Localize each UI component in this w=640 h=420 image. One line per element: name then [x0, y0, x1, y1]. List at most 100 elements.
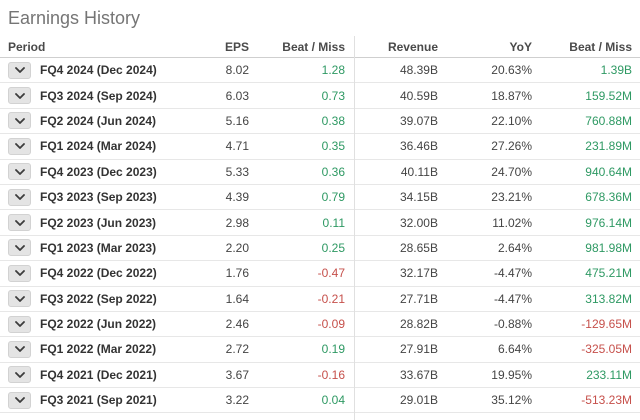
yoy-value: -4.47%	[440, 292, 533, 306]
eps-beat-miss-value: 0.25	[250, 241, 355, 255]
table-row: FQ3 2024 (Sep 2024) 6.03 0.73 40.59B 18.…	[0, 83, 640, 108]
period-label: FQ3 2021 (Sep 2021)	[40, 393, 157, 407]
table-row: FQ2 2023 (Jun 2023) 2.98 0.11 32.00B 11.…	[0, 210, 640, 235]
chevron-down-icon	[15, 220, 25, 226]
eps-value: 8.02	[190, 63, 250, 77]
column-header-eps: EPS	[190, 40, 250, 54]
column-group-divider	[354, 36, 355, 420]
revenue-value: 27.91B	[355, 342, 440, 356]
expand-row-button[interactable]	[8, 341, 31, 358]
period-cell: FQ4 2022 (Dec 2022)	[0, 265, 190, 282]
chevron-down-icon	[15, 245, 25, 251]
revenue-beat-miss-value: 159.52M	[533, 89, 640, 103]
yoy-value: 27.26%	[440, 139, 533, 153]
revenue-beat-miss-value: 475.21M	[533, 266, 640, 280]
period-label: FQ2 2024 (Jun 2024)	[40, 114, 156, 128]
chevron-down-icon	[15, 194, 25, 200]
chevron-down-icon	[15, 296, 25, 302]
period-cell: FQ1 2022 (Mar 2022)	[0, 341, 190, 358]
period-label: FQ2 2022 (Jun 2022)	[40, 317, 156, 331]
expand-row-button[interactable]	[8, 163, 31, 180]
eps-beat-miss-value: 0.73	[250, 89, 355, 103]
expand-row-button[interactable]	[8, 189, 31, 206]
revenue-beat-miss-value: 1.39B	[533, 63, 640, 77]
period-cell: FQ4 2023 (Dec 2023)	[0, 163, 190, 180]
column-header-period: Period	[0, 40, 190, 54]
revenue-value: 48.39B	[355, 63, 440, 77]
expand-row-button[interactable]	[8, 239, 31, 256]
table-row: FQ3 2021 (Sep 2021) 3.22 0.04 29.01B 35.…	[0, 388, 640, 413]
eps-beat-miss-value: 0.11	[250, 216, 355, 230]
yoy-value: -4.47%	[440, 266, 533, 280]
chevron-down-icon	[15, 321, 25, 327]
eps-value: 2.98	[190, 216, 250, 230]
expand-row-button[interactable]	[8, 112, 31, 129]
eps-beat-miss-value: -0.21	[250, 292, 355, 306]
expand-row-button[interactable]	[8, 214, 31, 231]
revenue-value: 33.67B	[355, 368, 440, 382]
period-cell: FQ2 2023 (Jun 2023)	[0, 214, 190, 231]
period-label: FQ4 2022 (Dec 2022)	[40, 266, 157, 280]
chevron-down-icon	[15, 143, 25, 149]
chevron-down-icon	[15, 270, 25, 276]
period-cell: FQ3 2021 (Sep 2021)	[0, 392, 190, 409]
expand-row-button[interactable]	[8, 366, 31, 383]
eps-beat-miss-value: 0.79	[250, 190, 355, 204]
period-label: FQ4 2024 (Dec 2024)	[40, 63, 157, 77]
chevron-down-icon	[15, 118, 25, 124]
revenue-value: 32.00B	[355, 216, 440, 230]
eps-value: 1.64	[190, 292, 250, 306]
eps-value: 4.71	[190, 139, 250, 153]
table-row: FQ3 2022 (Sep 2022) 1.64 -0.21 27.71B -4…	[0, 287, 640, 312]
chevron-down-icon	[15, 372, 25, 378]
table-row: FQ4 2023 (Dec 2023) 5.33 0.36 40.11B 24.…	[0, 160, 640, 185]
section-title: Earnings History	[0, 0, 640, 36]
yoy-value: 19.95%	[440, 368, 533, 382]
earnings-history-panel: Earnings History Period EPS Beat / Miss …	[0, 0, 640, 420]
table-row: FQ4 2022 (Dec 2022) 1.76 -0.47 32.17B -4…	[0, 261, 640, 286]
earnings-table: Period EPS Beat / Miss Revenue YoY Beat …	[0, 36, 640, 413]
table-row: FQ1 2023 (Mar 2023) 2.20 0.25 28.65B 2.6…	[0, 236, 640, 261]
expand-row-button[interactable]	[8, 87, 31, 104]
period-cell: FQ3 2024 (Sep 2024)	[0, 87, 190, 104]
yoy-value: 6.64%	[440, 342, 533, 356]
table-row: FQ2 2024 (Jun 2024) 5.16 0.38 39.07B 22.…	[0, 109, 640, 134]
expand-row-button[interactable]	[8, 316, 31, 333]
eps-beat-miss-value: -0.09	[250, 317, 355, 331]
period-label: FQ1 2024 (Mar 2024)	[40, 139, 156, 153]
expand-row-button[interactable]	[8, 265, 31, 282]
revenue-value: 36.46B	[355, 139, 440, 153]
revenue-value: 34.15B	[355, 190, 440, 204]
period-cell: FQ2 2022 (Jun 2022)	[0, 316, 190, 333]
yoy-value: 22.10%	[440, 114, 533, 128]
revenue-beat-miss-value: 231.89M	[533, 139, 640, 153]
table-header-row: Period EPS Beat / Miss Revenue YoY Beat …	[0, 36, 640, 58]
revenue-beat-miss-value: 760.88M	[533, 114, 640, 128]
table-row: FQ1 2024 (Mar 2024) 4.71 0.35 36.46B 27.…	[0, 134, 640, 159]
expand-row-button[interactable]	[8, 290, 31, 307]
revenue-beat-miss-value: -325.05M	[533, 342, 640, 356]
chevron-down-icon	[15, 169, 25, 175]
period-label: FQ3 2023 (Sep 2023)	[40, 190, 157, 204]
eps-beat-miss-value: 0.36	[250, 165, 355, 179]
yoy-value: 23.21%	[440, 190, 533, 204]
column-header-yoy: YoY	[440, 40, 533, 54]
chevron-down-icon	[15, 346, 25, 352]
revenue-value: 39.07B	[355, 114, 440, 128]
eps-value: 5.16	[190, 114, 250, 128]
yoy-value: 24.70%	[440, 165, 533, 179]
revenue-value: 27.71B	[355, 292, 440, 306]
revenue-value: 28.82B	[355, 317, 440, 331]
revenue-beat-miss-value: -129.65M	[533, 317, 640, 331]
column-header-eps-beat-miss: Beat / Miss	[250, 40, 355, 54]
period-cell: FQ1 2024 (Mar 2024)	[0, 138, 190, 155]
eps-beat-miss-value: 0.19	[250, 342, 355, 356]
table-row: FQ1 2022 (Mar 2022) 2.72 0.19 27.91B 6.6…	[0, 337, 640, 362]
yoy-value: -0.88%	[440, 317, 533, 331]
eps-value: 1.76	[190, 266, 250, 280]
expand-row-button[interactable]	[8, 392, 31, 409]
revenue-value: 40.11B	[355, 165, 440, 179]
period-cell: FQ3 2022 (Sep 2022)	[0, 290, 190, 307]
expand-row-button[interactable]	[8, 138, 31, 155]
expand-row-button[interactable]	[8, 62, 31, 79]
